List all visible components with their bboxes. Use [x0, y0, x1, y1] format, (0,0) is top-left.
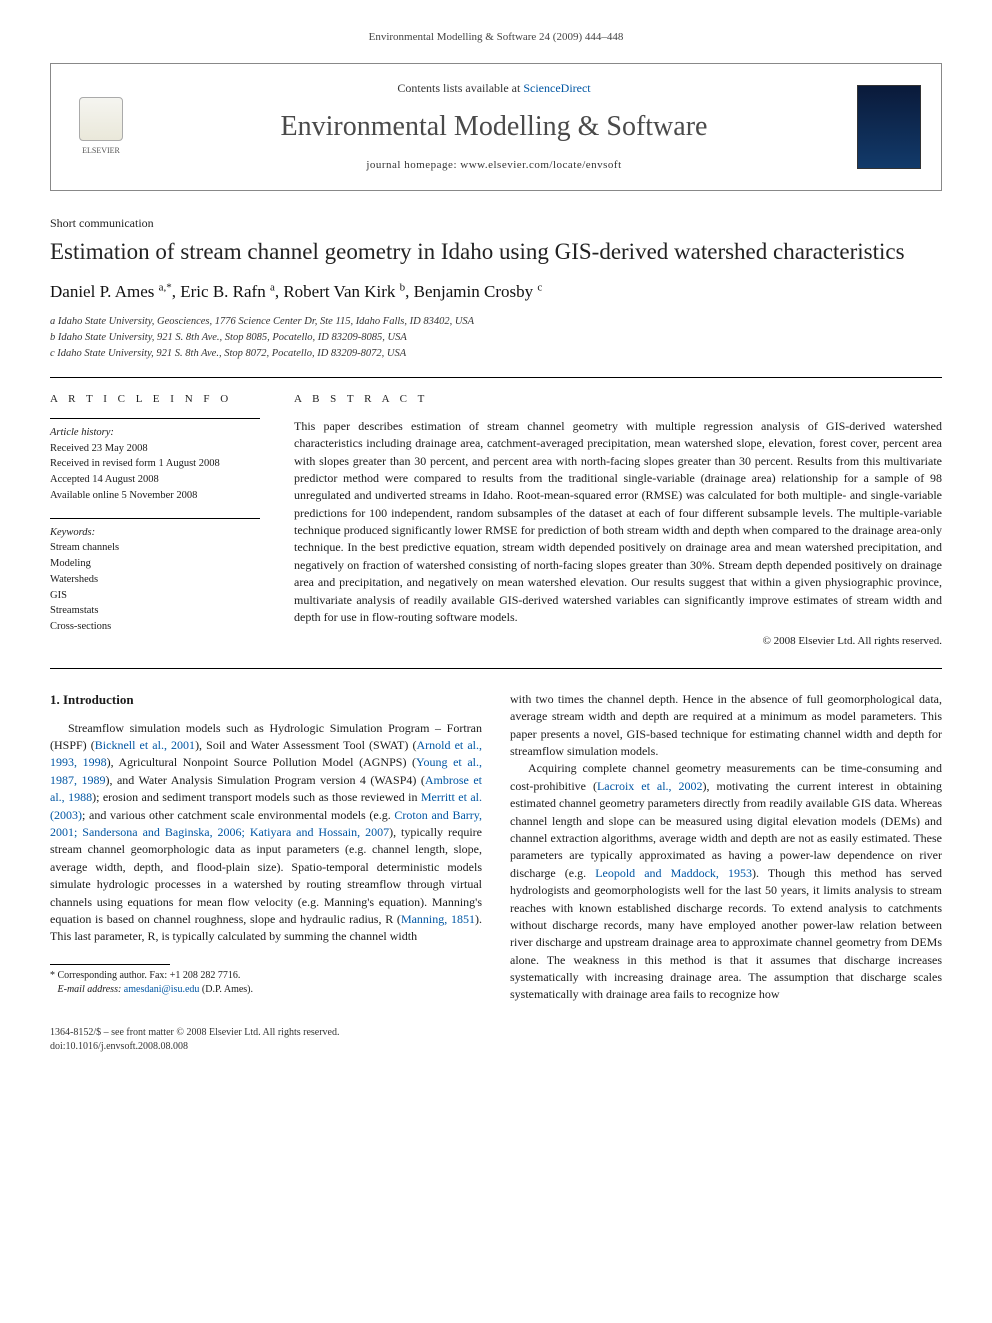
- divider: [50, 668, 942, 669]
- article-type: Short communication: [50, 215, 942, 232]
- text-run: ; and various other catchment scale envi…: [82, 808, 394, 822]
- citation-link[interactable]: Manning, 1851: [401, 912, 475, 926]
- page-footer: 1364-8152/$ – see front matter © 2008 El…: [50, 1026, 942, 1054]
- history-online: Available online 5 November 2008: [50, 488, 260, 504]
- body-paragraph: Streamflow simulation models such as Hyd…: [50, 720, 482, 946]
- text-run: ), Soil and Water Assessment Tool (SWAT)…: [195, 738, 416, 752]
- text-run: ), and Water Analysis Simulation Program…: [105, 773, 424, 787]
- abstract-copyright: © 2008 Elsevier Ltd. All rights reserved…: [294, 634, 942, 649]
- text-run: ); erosion and sediment transport models…: [92, 790, 421, 804]
- article-info: A R T I C L E I N F O Article history: R…: [50, 392, 260, 649]
- keyword: Modeling: [50, 556, 260, 572]
- text-run: ), Agricultural Nonpoint Source Pollutio…: [107, 755, 416, 769]
- journal-cover-thumbnail: [857, 85, 921, 169]
- abstract-label: A B S T R A C T: [294, 392, 942, 407]
- abstract-text: This paper describes estimation of strea…: [294, 418, 942, 627]
- history-revised: Received in revised form 1 August 2008: [50, 456, 260, 472]
- affiliation-a: a Idaho State University, Geosciences, 1…: [50, 314, 942, 330]
- publisher-logo: ELSEVIER: [71, 92, 131, 162]
- running-head: Environmental Modelling & Software 24 (2…: [50, 30, 942, 45]
- affiliations: a Idaho State University, Geosciences, 1…: [50, 314, 942, 361]
- abstract: A B S T R A C T This paper describes est…: [294, 392, 942, 649]
- journal-name: Environmental Modelling & Software: [151, 107, 837, 146]
- elsevier-tree-icon: [79, 97, 123, 141]
- text-run: with two times the channel depth. Hence …: [510, 692, 942, 758]
- publisher-name: ELSEVIER: [82, 145, 120, 156]
- journal-homepage: journal homepage: www.elsevier.com/locat…: [151, 158, 837, 173]
- text-run: ), motivating the current interest in ob…: [510, 779, 942, 880]
- header-center: Contents lists available at ScienceDirec…: [151, 80, 837, 173]
- sciencedirect-link[interactable]: ScienceDirect: [523, 81, 590, 95]
- footnote-block: * Corresponding author. Fax: +1 208 282 …: [50, 964, 482, 997]
- divider: [50, 377, 942, 378]
- corresponding-author-note: * Corresponding author. Fax: +1 208 282 …: [50, 969, 482, 983]
- section-heading-introduction: 1. Introduction: [50, 691, 482, 710]
- keyword: Watersheds: [50, 572, 260, 588]
- keyword: Streamstats: [50, 603, 260, 619]
- keywords-heading: Keywords:: [50, 525, 260, 541]
- contents-available: Contents lists available at ScienceDirec…: [151, 80, 837, 97]
- history-received: Received 23 May 2008: [50, 441, 260, 457]
- footer-issn: 1364-8152/$ – see front matter © 2008 El…: [50, 1026, 942, 1040]
- article-title: Estimation of stream channel geometry in…: [50, 238, 942, 267]
- history-heading: Article history:: [50, 425, 260, 441]
- history-accepted: Accepted 14 August 2008: [50, 472, 260, 488]
- author-list: Daniel P. Ames a,*, Eric B. Rafn a, Robe…: [50, 280, 942, 304]
- keyword: Cross-sections: [50, 619, 260, 635]
- article-history: Article history: Received 23 May 2008 Re…: [50, 418, 260, 504]
- author-email-link[interactable]: amesdani@isu.edu: [124, 984, 200, 995]
- body-text: 1. Introduction Streamflow simulation mo…: [50, 691, 942, 1004]
- homepage-url[interactable]: www.elsevier.com/locate/envsoft: [460, 159, 621, 171]
- email-line: E-mail address: amesdani@isu.edu (D.P. A…: [50, 983, 482, 997]
- citation-link[interactable]: Leopold and Maddock, 1953: [595, 866, 752, 880]
- info-abstract-row: A R T I C L E I N F O Article history: R…: [50, 392, 942, 649]
- keyword: GIS: [50, 588, 260, 604]
- body-paragraph: Acquiring complete channel geometry meas…: [510, 760, 942, 1003]
- citation-link[interactable]: Lacroix et al., 2002: [597, 779, 703, 793]
- footer-doi: doi:10.1016/j.envsoft.2008.08.008: [50, 1040, 942, 1054]
- citation-link[interactable]: Bicknell et al., 2001: [95, 738, 195, 752]
- keyword: Stream channels: [50, 540, 260, 556]
- text-run: ), typically require stream channel geom…: [50, 825, 482, 926]
- body-paragraph: with two times the channel depth. Hence …: [510, 691, 942, 761]
- keywords: Keywords: Stream channels Modeling Water…: [50, 518, 260, 635]
- footnote-rule: [50, 964, 170, 965]
- journal-header: ELSEVIER Contents lists available at Sci…: [50, 63, 942, 190]
- contents-prefix: Contents lists available at: [397, 81, 523, 95]
- email-label: E-mail address:: [58, 984, 124, 995]
- article-info-label: A R T I C L E I N F O: [50, 392, 260, 407]
- affiliation-b: b Idaho State University, 921 S. 8th Ave…: [50, 330, 942, 346]
- homepage-label: journal homepage:: [366, 159, 460, 171]
- email-suffix: (D.P. Ames).: [199, 984, 253, 995]
- text-run: ). Though this method has served hydrolo…: [510, 866, 942, 1002]
- affiliation-c: c Idaho State University, 921 S. 8th Ave…: [50, 346, 942, 362]
